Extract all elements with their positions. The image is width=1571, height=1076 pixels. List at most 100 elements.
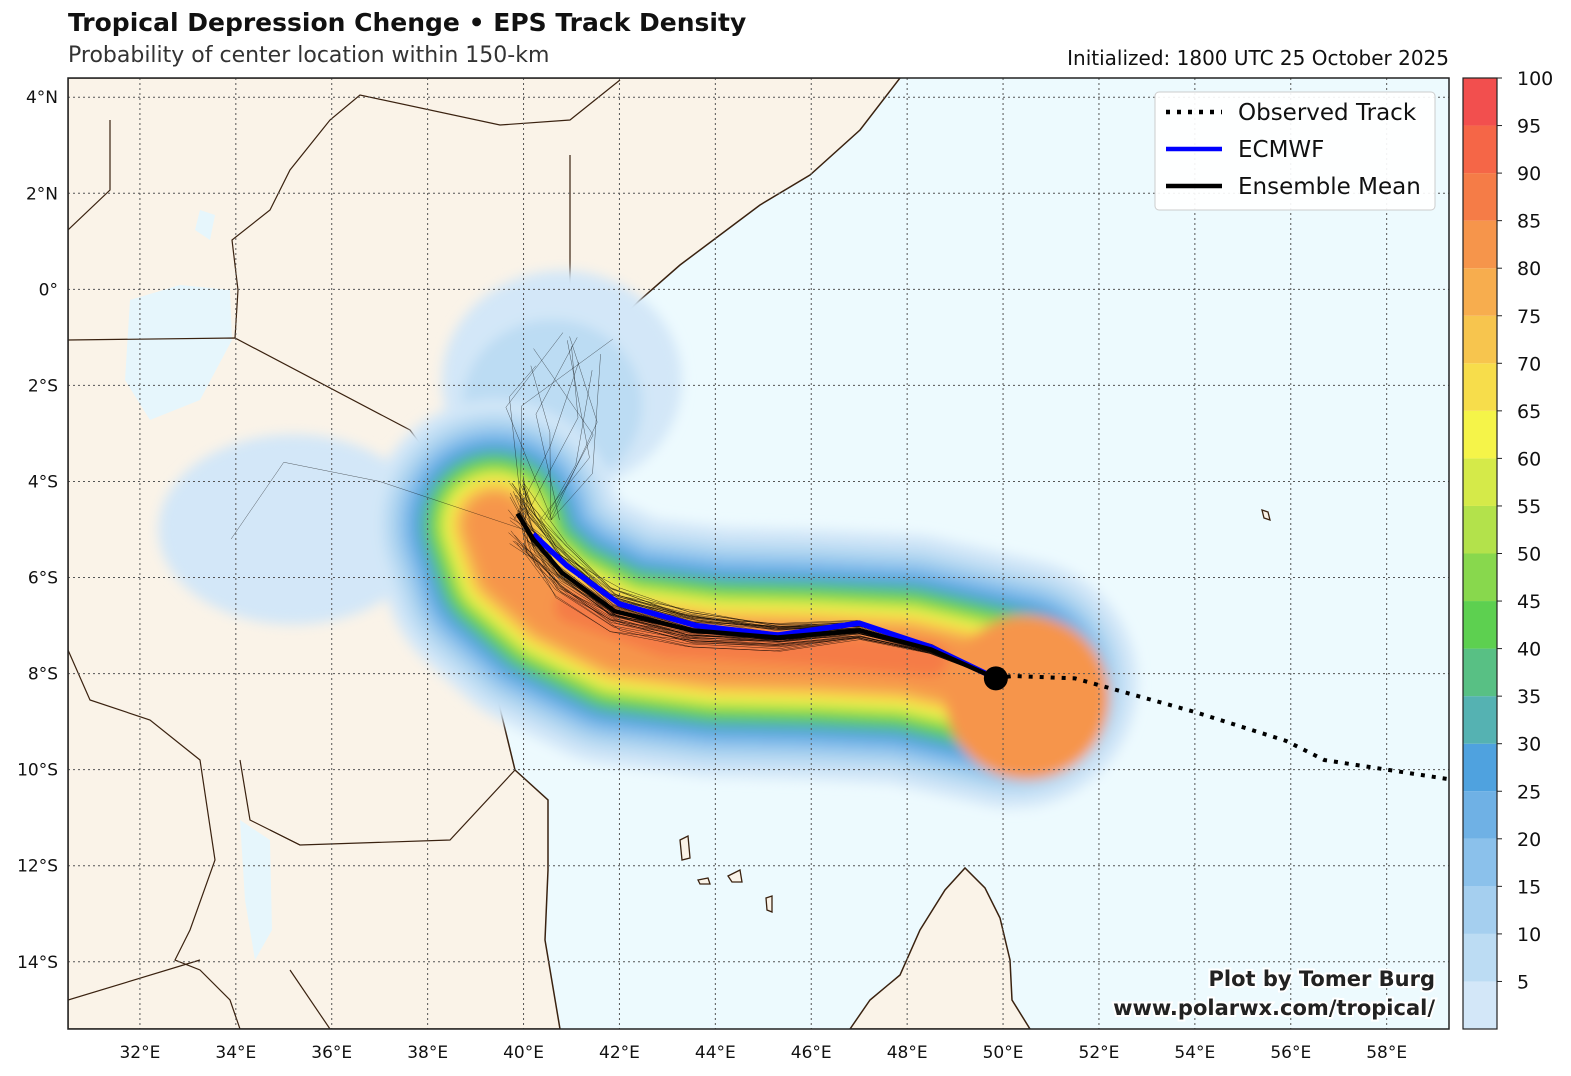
x-tick-label: 54°E — [1174, 1043, 1215, 1063]
y-tick-label: 8°S — [28, 665, 58, 685]
colorbar-tick-label: 55 — [1517, 496, 1541, 518]
colorbar-bin — [1463, 315, 1497, 364]
x-tick-label: 48°E — [887, 1043, 928, 1063]
ensemble-member-track — [530, 365, 551, 520]
colorbar-bin — [1463, 743, 1497, 792]
colorbar-bin — [1463, 458, 1497, 506]
colorbar-bin — [1463, 838, 1497, 887]
colorbar-tick-label: 35 — [1517, 686, 1541, 708]
y-tick-label: 2°S — [28, 376, 58, 396]
x-tick-label: 46°E — [791, 1043, 832, 1063]
colorbar-bin — [1463, 78, 1497, 126]
y-tick-label: 4°S — [28, 472, 58, 492]
ensemble-member-track — [513, 361, 580, 520]
colorbar-tick-label: 95 — [1517, 116, 1541, 138]
colorbar-bin — [1463, 268, 1497, 316]
colorbar-bin — [1463, 363, 1497, 411]
colorbar-bin — [1463, 648, 1497, 697]
map-frame — [67, 77, 1450, 1030]
observed-track-line — [995, 673, 1449, 782]
credit-url: www.polarwx.com/tropical/ — [1113, 996, 1435, 1020]
credit-author: Plot by Tomer Burg — [1209, 967, 1436, 991]
ensemble-mean-track-line — [515, 512, 997, 681]
colorbar-bin — [1463, 601, 1497, 649]
legend-observed-label: Observed Track — [1238, 100, 1417, 126]
legend-ecmwf-label: ECMWF — [1238, 137, 1324, 163]
colorbar-tick-label: 65 — [1517, 401, 1541, 423]
ecmwf-track-line — [531, 532, 998, 681]
colorbar-bin — [1463, 791, 1497, 839]
ensemble-member-track — [509, 365, 537, 520]
x-tick-label: 40°E — [503, 1043, 544, 1063]
ensemble-member-track — [523, 534, 996, 679]
x-tick-label: 52°E — [1079, 1043, 1120, 1063]
colorbar-tick-label: 45 — [1517, 591, 1541, 613]
colorbar-tick-label: 20 — [1517, 829, 1541, 851]
colorbar: 5 10 15 20 25 30 35 40 45 50 55 60 65 70 75 80 85 90 95 100 — [1462, 68, 1553, 1030]
x-axis-ticks: 32°E 34°E 36°E 38°E 40°E 42°E 44°E 46°E 48°E 50°E… — [119, 1043, 1407, 1063]
ensemble-member-track — [550, 336, 598, 520]
colorbar-tick-label: 40 — [1517, 639, 1541, 661]
initialized-time: Initialized: 1800 UTC 25 October 2025 — [1067, 46, 1449, 70]
y-axis-ticks: 4°N 2°N 0° 2°S 4°S 6°S 8°S 10°S 12°S 14°S — [17, 88, 58, 973]
chart-title: Tropical Depression Chenge • EPS Track D… — [68, 8, 747, 37]
y-tick-label: 4°N — [26, 88, 58, 108]
x-tick-label: 50°E — [983, 1043, 1024, 1063]
ensemble-member-track — [510, 530, 996, 679]
ensemble-member-track — [505, 332, 564, 520]
x-tick-label: 44°E — [695, 1043, 736, 1063]
colorbar-tick-label: 50 — [1517, 544, 1541, 566]
y-tick-label: 10°S — [17, 761, 58, 781]
y-tick-label: 2°N — [26, 184, 58, 204]
ensemble-member-track — [539, 340, 590, 521]
colorbar-tick-label: 70 — [1517, 353, 1541, 375]
colorbar-tick-label: 60 — [1517, 448, 1541, 470]
x-tick-label: 38°E — [407, 1043, 448, 1063]
ensemble-member-track — [526, 539, 996, 679]
x-tick-label: 42°E — [599, 1043, 640, 1063]
colorbar-bin — [1463, 505, 1497, 554]
colorbar-tick-label: 85 — [1517, 211, 1541, 233]
x-tick-label: 34°E — [215, 1043, 256, 1063]
lakes — [125, 210, 272, 960]
colorbar-bin — [1463, 696, 1497, 744]
colorbar-bin — [1463, 173, 1497, 221]
gridlines — [68, 78, 1449, 1029]
colorbar-tick-label: 10 — [1517, 924, 1541, 946]
ensemble-member-track — [520, 338, 614, 520]
legend-mean-label: Ensemble Mean — [1238, 174, 1421, 200]
density-end-blob — [945, 615, 1110, 780]
credit: Plot by Tomer Burg www.polarwx.com/tropi… — [1111, 965, 1437, 1022]
colorbar-tick-label: 75 — [1517, 306, 1541, 328]
colorbar-tick-label: 30 — [1517, 734, 1541, 756]
current-position-marker — [983, 666, 1008, 691]
colorbar-tick-label: 80 — [1517, 258, 1541, 280]
colorbar-bin — [1463, 886, 1497, 934]
colorbar-tick-label: 90 — [1517, 163, 1541, 185]
y-tick-label: 12°S — [17, 857, 58, 877]
colorbar-bin — [1463, 553, 1497, 602]
y-tick-label: 6°S — [28, 569, 58, 589]
x-tick-label: 36°E — [311, 1043, 352, 1063]
ensemble-member-track — [550, 354, 601, 521]
y-tick-label: 14°S — [17, 953, 58, 973]
ensemble-member-track — [508, 532, 996, 679]
ensemble-member-track — [516, 543, 996, 679]
colorbar-bin — [1463, 125, 1497, 174]
ensemble-member-track — [533, 348, 594, 520]
colorbar-bin — [1463, 410, 1497, 459]
land-madagascar — [849, 866, 1031, 1029]
colorbar-bin — [1463, 981, 1497, 1029]
x-tick-label: 58°E — [1366, 1043, 1407, 1063]
colorbar-tick-label: 25 — [1517, 781, 1541, 803]
track-density-field — [158, 270, 1138, 809]
ensemble-member-track — [523, 346, 579, 520]
colorbar-tick-label: 15 — [1517, 876, 1541, 898]
colorbar-bin — [1463, 933, 1497, 982]
ensemble-member-track — [544, 370, 593, 521]
chart-subtitle: Probability of center location within 15… — [68, 43, 550, 68]
colorbar-bin — [1463, 220, 1497, 269]
y-tick-label: 0° — [39, 280, 58, 300]
colorbar-tick-label: 100 — [1517, 68, 1553, 90]
